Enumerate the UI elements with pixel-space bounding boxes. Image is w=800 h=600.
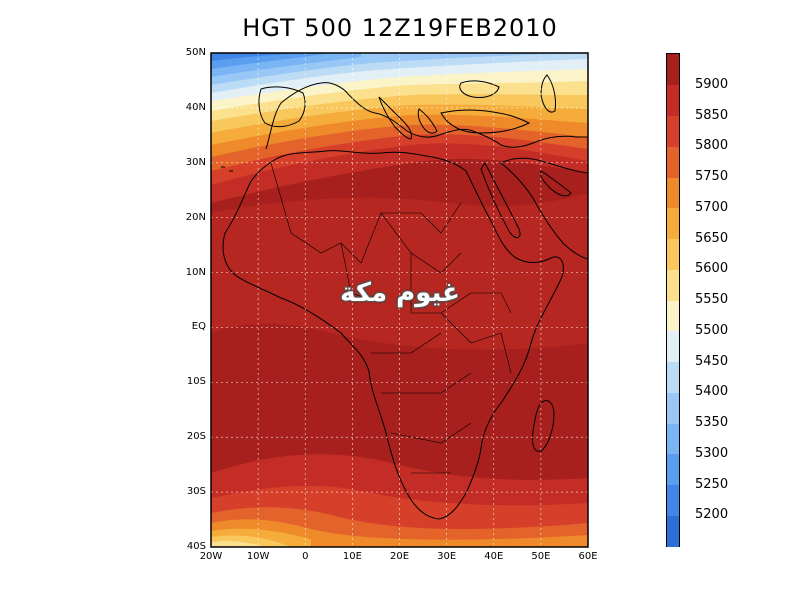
colorbar-label: 5300 bbox=[695, 445, 729, 461]
africa-coastline bbox=[222, 150, 564, 520]
watermark-text: غيوم مكة bbox=[340, 278, 460, 308]
caspian-sea-coastline bbox=[540, 74, 556, 113]
country-borders bbox=[270, 162, 512, 474]
lon-label: 10W bbox=[246, 551, 270, 562]
lon-label: 50E bbox=[531, 551, 551, 562]
colorbar-label: 5700 bbox=[695, 199, 729, 215]
colorbar-segment bbox=[667, 207, 679, 239]
lat-label: 40N bbox=[185, 101, 206, 113]
colorbar-label: 5500 bbox=[695, 322, 729, 338]
band-5600-south bbox=[211, 540, 266, 547]
colorbar-segment bbox=[667, 361, 679, 393]
lat-label: 10N bbox=[185, 266, 206, 278]
lon-label: 60E bbox=[578, 551, 598, 562]
lat-label: 20N bbox=[185, 211, 206, 223]
colorbar-label: 5550 bbox=[695, 292, 729, 307]
turkey-coastline bbox=[440, 109, 531, 134]
colorbar-segment bbox=[667, 484, 679, 516]
canary-islands bbox=[221, 166, 233, 172]
red-sea-coastline bbox=[480, 162, 521, 238]
persian-gulf-coastline bbox=[540, 170, 572, 197]
colorbar-segment bbox=[667, 300, 679, 332]
band-5900-tropics bbox=[211, 193, 588, 350]
lon-label: 20E bbox=[389, 551, 410, 562]
coastlines bbox=[221, 74, 589, 520]
colorbar-segment bbox=[667, 146, 679, 178]
lat-label: 30S bbox=[186, 486, 206, 498]
colorbar-label: 5450 bbox=[695, 353, 729, 369]
colorbar bbox=[666, 53, 680, 547]
map-title: HGT 500 12Z19FEB2010 bbox=[242, 14, 558, 42]
colorbar-label: 5750 bbox=[695, 169, 729, 184]
lat-lon-grid bbox=[211, 53, 588, 547]
colorbar-label: 5650 bbox=[695, 230, 729, 246]
colorbar-segment bbox=[667, 453, 679, 485]
lat-label: 50N bbox=[185, 47, 206, 58]
map-area bbox=[210, 52, 589, 548]
colorbar-label: 5900 bbox=[695, 76, 729, 92]
greece-coastline bbox=[417, 108, 438, 134]
madagascar-coastline bbox=[531, 400, 555, 452]
colorbar-segment bbox=[667, 54, 679, 86]
lon-label: 40E bbox=[484, 551, 504, 562]
lon-label: 0 bbox=[302, 551, 309, 562]
arabia-coastline bbox=[500, 157, 589, 260]
colorbar-label: 5600 bbox=[695, 261, 729, 277]
colorbar-label: 5850 bbox=[695, 107, 729, 123]
iberia-coastline bbox=[258, 86, 306, 128]
lat-label: 40S bbox=[186, 541, 206, 552]
lon-label: 20W bbox=[199, 551, 223, 562]
map-frame bbox=[210, 52, 589, 548]
europe-coastline bbox=[265, 82, 588, 150]
lat-label: EQ bbox=[191, 321, 206, 333]
colorbar-segment bbox=[667, 423, 679, 455]
colorbar-segment bbox=[667, 115, 679, 147]
lon-label: 10E bbox=[342, 551, 362, 562]
colorbar-segment bbox=[667, 269, 679, 301]
lon-label: 30E bbox=[437, 551, 457, 562]
band-5250-north bbox=[211, 53, 301, 61]
colorbar-segment bbox=[667, 330, 679, 362]
colorbar-segment bbox=[667, 177, 679, 209]
colorbar-segment bbox=[667, 392, 679, 424]
colorbar-segment bbox=[667, 84, 679, 116]
colorbar-segment bbox=[667, 238, 679, 270]
colorbar-segment bbox=[667, 515, 679, 547]
italy-coastline bbox=[378, 96, 412, 140]
colorbar-label: 5350 bbox=[695, 415, 729, 430]
colorbar-label: 5250 bbox=[695, 476, 729, 492]
lat-label: 20S bbox=[186, 431, 206, 443]
colorbar-label: 5200 bbox=[695, 507, 729, 523]
black-sea-coastline bbox=[459, 80, 500, 98]
colorbar-label: 5400 bbox=[695, 384, 729, 400]
geopotential-height-map bbox=[210, 52, 589, 548]
colorbar-label: 5800 bbox=[695, 138, 729, 154]
lat-label: 10S bbox=[186, 376, 206, 388]
lat-label: 30N bbox=[185, 156, 206, 168]
